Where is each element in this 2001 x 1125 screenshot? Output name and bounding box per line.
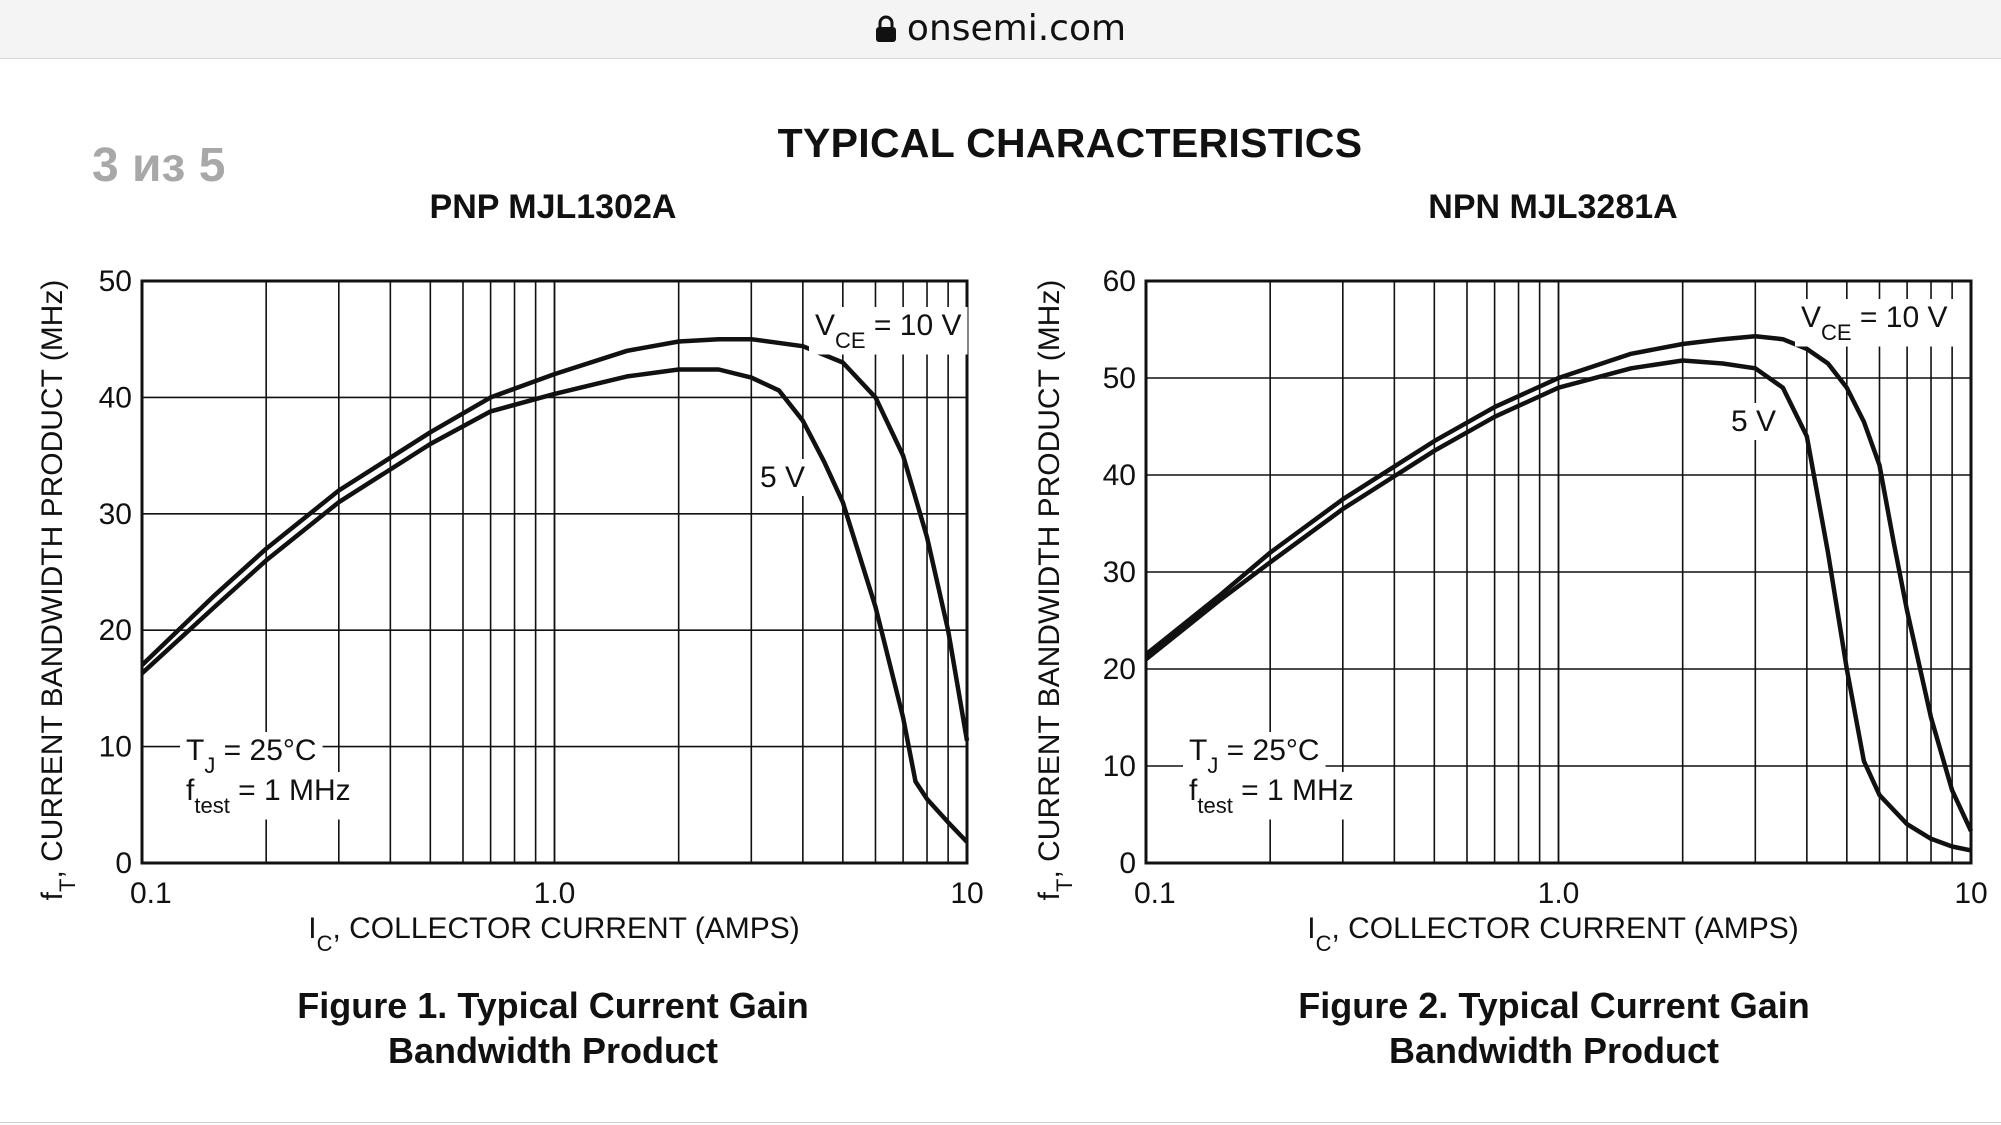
- browser-address-bar: onsemi.com: [0, 0, 2001, 59]
- page-indicator: 3 из 5: [92, 139, 226, 192]
- y-axis-label: fT, CURRENT BANDWIDTH PRODUCT (MHz): [1033, 280, 1077, 901]
- chart-1-subtitle: PNP MJL1302A: [429, 188, 677, 226]
- label-background: [754, 459, 812, 496]
- series-label-5v: 5 V: [1731, 405, 1776, 438]
- label-background: [1725, 403, 1783, 440]
- series-label-5v: 5 V: [760, 461, 805, 494]
- plot-frame: [140, 279, 969, 865]
- caption-line-2: Bandwidth Product: [1389, 1030, 1719, 1071]
- x-tick-label: 10: [950, 877, 983, 910]
- y-tick-label: 0: [115, 847, 132, 880]
- y-tick-label: 10: [1103, 750, 1136, 783]
- lock-icon: [875, 11, 897, 52]
- label-background: [809, 307, 968, 355]
- temperature-annotation: TJ = 25°C: [186, 734, 317, 778]
- x-tick-label: 1.0: [534, 877, 576, 910]
- caption-line-1: Figure 2. Typical Current Gain: [1298, 985, 1810, 1026]
- url-display[interactable]: onsemi.com: [0, 8, 2001, 52]
- test-frequency-annotation: ftest = 1 MHz: [1189, 774, 1354, 818]
- chart-1-caption: Figure 1. Typical Current Gain Bandwidth…: [203, 983, 903, 1073]
- label-background: [1183, 772, 1360, 820]
- y-tick-label: 60: [1103, 265, 1136, 298]
- url-text: onsemi.com: [906, 8, 1127, 49]
- y-axis-label: fT, CURRENT BANDWIDTH PRODUCT (MHz): [36, 280, 80, 901]
- chart-1: fT, CURRENT BANDWIDTH PRODUCT (MHz) IC, …: [36, 265, 984, 956]
- chart-2-caption: Figure 2. Typical Current Gain Bandwidth…: [1204, 983, 1904, 1073]
- y-tick-label: 20: [1103, 653, 1136, 686]
- label-background: [180, 772, 357, 820]
- test-frequency-annotation: ftest = 1 MHz: [186, 774, 351, 818]
- y-tick-label: 40: [1103, 459, 1136, 492]
- series-line-vce-10v: [1144, 334, 1974, 832]
- plot-frame: [1144, 279, 1973, 865]
- x-tick-label: 0.1: [1134, 877, 1176, 910]
- y-tick-label: 50: [99, 265, 132, 298]
- caption-line-1: Figure 1. Typical Current Gain: [297, 985, 809, 1026]
- page-title: TYPICAL CHARACTERISTICS: [777, 120, 1363, 166]
- y-tick-label: 20: [99, 614, 132, 647]
- temperature-annotation: TJ = 25°C: [1189, 734, 1320, 778]
- series-line-5v: [1144, 358, 1972, 853]
- series-line-5v: [140, 367, 969, 844]
- caption-line-2: Bandwidth Product: [388, 1030, 718, 1071]
- series-label-vce-10v: VCE = 10 V: [815, 309, 961, 353]
- bottom-divider: [0, 1122, 2001, 1123]
- y-tick-label: 50: [1103, 362, 1136, 395]
- y-tick-label: 10: [99, 731, 132, 764]
- y-tick-label: 0: [1119, 847, 1136, 880]
- chart-2-subtitle: NPN MJL3281A: [1428, 188, 1678, 226]
- x-tick-label: 1.0: [1538, 877, 1580, 910]
- chart-2: fT, CURRENT BANDWIDTH PRODUCT (MHz) IC, …: [1033, 265, 1988, 956]
- label-background: [1183, 732, 1326, 780]
- series-line-vce-10v: [140, 336, 970, 742]
- x-axis-label: IC, COLLECTOR CURRENT (AMPS): [1307, 912, 1799, 956]
- x-tick-label: 0.1: [130, 877, 172, 910]
- label-background: [180, 732, 323, 780]
- y-tick-label: 30: [99, 498, 132, 531]
- y-tick-label: 40: [99, 381, 132, 414]
- label-background: [1795, 299, 1954, 347]
- series-label-vce-10v: VCE = 10 V: [1801, 301, 1947, 345]
- y-tick-label: 30: [1103, 556, 1136, 589]
- x-axis-label: IC, COLLECTOR CURRENT (AMPS): [308, 912, 800, 956]
- x-tick-label: 10: [1954, 877, 1987, 910]
